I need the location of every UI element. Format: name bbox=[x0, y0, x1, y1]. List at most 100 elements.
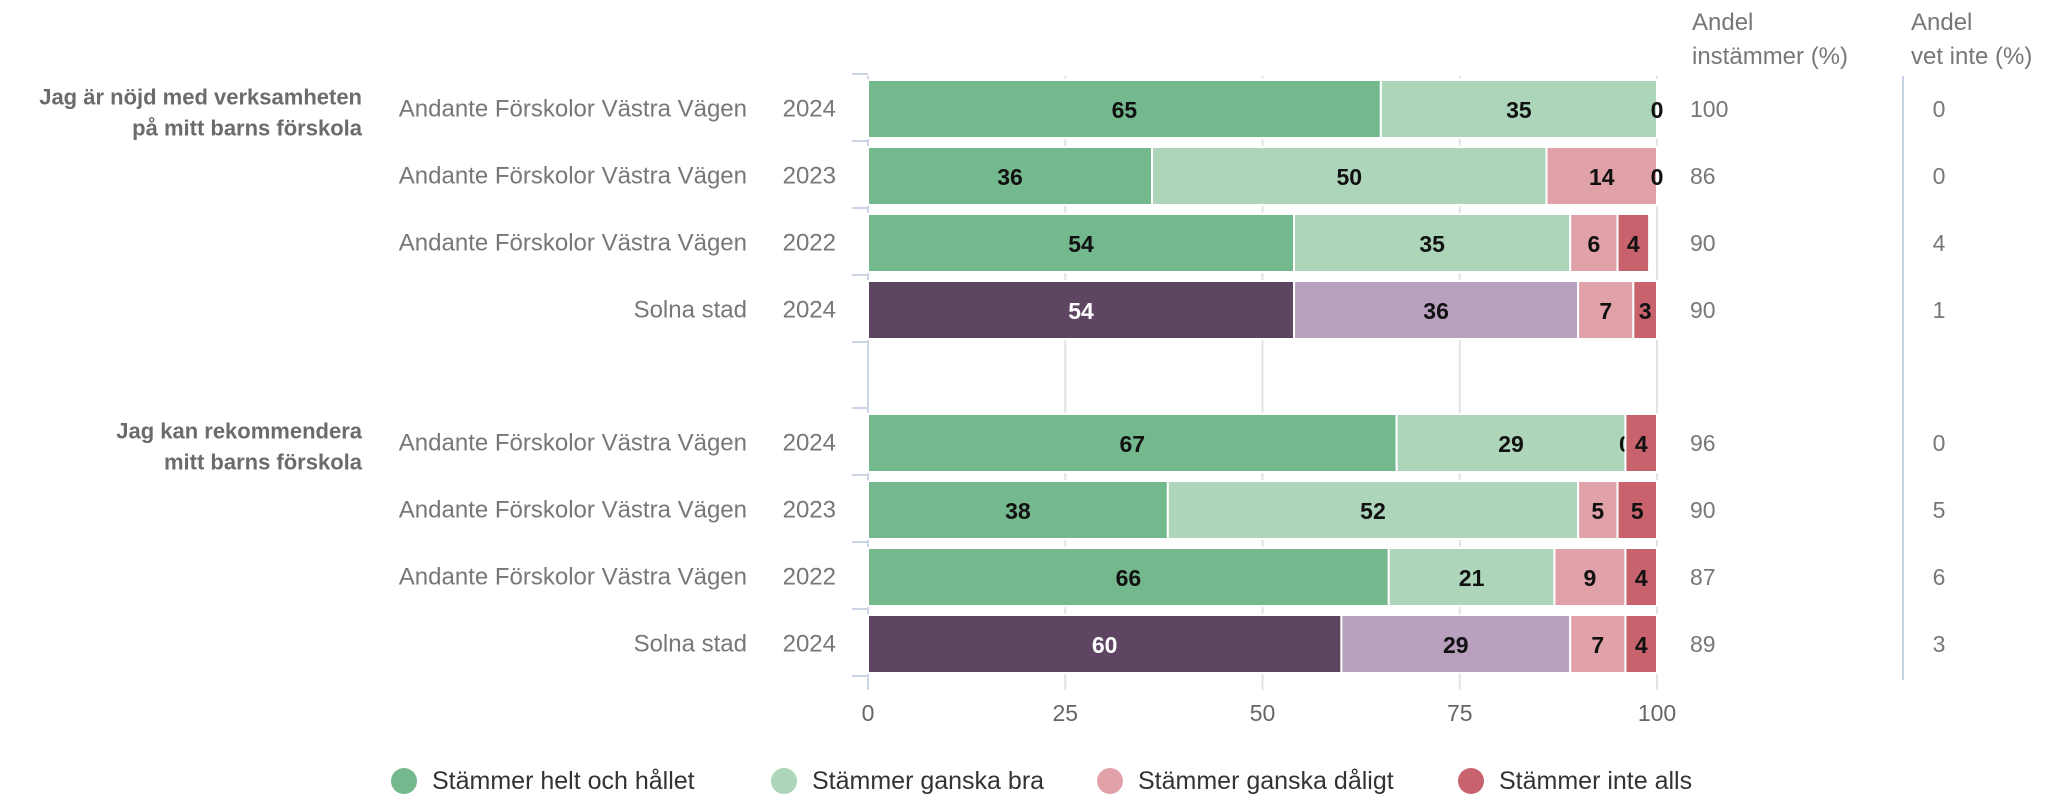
agree-header-line2: instämmer (%) bbox=[1692, 43, 1848, 70]
data-label: 52 bbox=[1360, 498, 1386, 524]
x-tick-label: 100 bbox=[1638, 700, 1676, 726]
bar-segment bbox=[867, 280, 1296, 340]
year-label: 2024 bbox=[783, 430, 836, 457]
x-tick-label: 50 bbox=[1250, 700, 1276, 726]
dontknow-value: 0 bbox=[1933, 163, 1946, 189]
legend-marker bbox=[771, 768, 797, 794]
data-label: 5 bbox=[1591, 498, 1604, 524]
data-label: 0 bbox=[1651, 164, 1664, 190]
legend-label: Stämmer inte alls bbox=[1499, 767, 1692, 795]
data-label: 60 bbox=[1092, 632, 1118, 658]
row-labels: Jag är nöjd med verksamheten på mitt barn… bbox=[39, 85, 1945, 658]
bar-segment bbox=[1293, 280, 1580, 340]
data-label: 67 bbox=[1120, 431, 1146, 457]
question-label: på mitt barns förskola bbox=[132, 116, 363, 141]
bar-segment bbox=[1545, 146, 1659, 206]
year-label: 2024 bbox=[783, 297, 836, 324]
data-label: 66 bbox=[1116, 565, 1142, 591]
agree-value: 100 bbox=[1690, 96, 1728, 122]
bar-segment bbox=[867, 79, 1382, 139]
data-label: 50 bbox=[1336, 164, 1362, 190]
data-label: 5 bbox=[1631, 498, 1644, 524]
data-label: 54 bbox=[1068, 298, 1094, 324]
agree-value: 89 bbox=[1690, 631, 1716, 657]
bar-segment bbox=[1569, 213, 1619, 273]
agree-value: 90 bbox=[1690, 230, 1716, 256]
legend-marker bbox=[1458, 768, 1484, 794]
legend-label: Stämmer ganska bra bbox=[812, 767, 1044, 795]
bar-segment bbox=[1166, 480, 1580, 540]
dontknow-value: 6 bbox=[1933, 564, 1946, 590]
unit-label: Andante Förskolor Västra Vägen bbox=[399, 163, 747, 190]
bar-segment bbox=[1624, 413, 1658, 473]
data-label: 0 bbox=[1651, 97, 1664, 123]
legend: Stämmer helt och hållet Stämmer ganska br… bbox=[391, 767, 1692, 795]
year-label: 2022 bbox=[783, 230, 836, 257]
dontknow-value: 0 bbox=[1933, 430, 1946, 456]
data-label: 9 bbox=[1584, 565, 1597, 591]
dontknow-header-line1: Andel bbox=[1911, 9, 1972, 36]
data-label: 35 bbox=[1419, 231, 1445, 257]
data-label: 7 bbox=[1599, 298, 1612, 324]
unit-label: Solna stad bbox=[634, 631, 747, 658]
dontknow-value: 1 bbox=[1933, 297, 1946, 323]
data-label: 54 bbox=[1068, 231, 1094, 257]
dontknow-value: 4 bbox=[1933, 230, 1946, 256]
unit-label: Andante Förskolor Västra Vägen bbox=[399, 96, 747, 123]
year-label: 2023 bbox=[783, 497, 836, 524]
bars: 6535036501405435645436736729043852556621… bbox=[867, 79, 1664, 674]
data-label: 14 bbox=[1589, 164, 1615, 190]
bar-segment bbox=[1577, 480, 1619, 540]
question-label: Jag kan rekommendera bbox=[116, 419, 363, 444]
legend-marker bbox=[1097, 768, 1123, 794]
data-label: 4 bbox=[1635, 565, 1648, 591]
bar-segment bbox=[867, 213, 1296, 273]
agree-value: 87 bbox=[1690, 564, 1716, 590]
data-label: 7 bbox=[1591, 632, 1604, 658]
legend-label: Stämmer ganska dåligt bbox=[1138, 767, 1394, 795]
unit-label: Andante Förskolor Västra Vägen bbox=[399, 564, 747, 591]
bar-segment bbox=[867, 614, 1343, 674]
agree-value: 96 bbox=[1690, 430, 1716, 456]
data-label: 29 bbox=[1498, 431, 1524, 457]
agree-value: 90 bbox=[1690, 297, 1716, 323]
bar-segment bbox=[1624, 614, 1658, 674]
year-label: 2022 bbox=[783, 564, 836, 591]
bar-segment bbox=[867, 413, 1398, 473]
year-label: 2023 bbox=[783, 163, 836, 190]
x-tick-label: 25 bbox=[1052, 700, 1078, 726]
data-label: 6 bbox=[1587, 231, 1600, 257]
bar-segment bbox=[867, 480, 1169, 540]
bar-segment bbox=[1616, 480, 1659, 540]
dontknow-value: 0 bbox=[1933, 96, 1946, 122]
data-label: 36 bbox=[997, 164, 1023, 190]
bar-segment bbox=[1151, 146, 1548, 206]
dontknow-value: 5 bbox=[1933, 497, 1946, 523]
unit-label: Andante Förskolor Västra Vägen bbox=[399, 497, 747, 524]
year-label: 2024 bbox=[783, 96, 836, 123]
data-label: 65 bbox=[1112, 97, 1138, 123]
x-tick-label: 0 bbox=[862, 700, 875, 726]
data-label: 4 bbox=[1635, 632, 1648, 658]
bar-segment bbox=[1569, 614, 1627, 674]
bar-segment bbox=[1624, 547, 1658, 607]
x-tick-label: 75 bbox=[1447, 700, 1473, 726]
data-label: 36 bbox=[1423, 298, 1449, 324]
bar-segment bbox=[1395, 413, 1627, 473]
bar-segment bbox=[1616, 213, 1651, 273]
bar-segment bbox=[1577, 280, 1635, 340]
data-label: 35 bbox=[1506, 97, 1532, 123]
dontknow-value: 3 bbox=[1933, 631, 1946, 657]
agree-value: 86 bbox=[1690, 163, 1716, 189]
unit-label: Solna stad bbox=[634, 297, 747, 324]
question-label: Jag är nöjd med verksamheten bbox=[39, 85, 362, 110]
agree-header-line1: Andel bbox=[1692, 9, 1753, 36]
legend-marker bbox=[391, 768, 417, 794]
legend-label: Stämmer helt och hållet bbox=[432, 767, 695, 795]
data-label: 29 bbox=[1443, 632, 1469, 658]
dontknow-header-line2: vet inte (%) bbox=[1911, 43, 2032, 70]
unit-label: Andante Förskolor Västra Vägen bbox=[399, 230, 747, 257]
unit-label: Andante Förskolor Västra Vägen bbox=[399, 430, 747, 457]
data-label: 4 bbox=[1635, 431, 1648, 457]
